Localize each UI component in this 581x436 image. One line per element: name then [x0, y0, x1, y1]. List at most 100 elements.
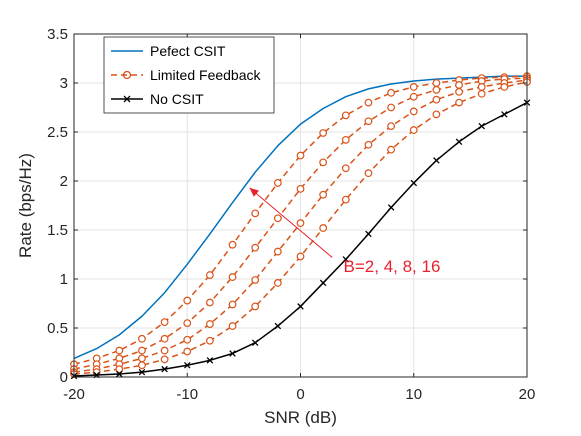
series-limited-feedback-b-8-point: [160, 334, 169, 343]
series-no-csit-point: [365, 230, 372, 238]
series-no-csit-point: [410, 179, 418, 187]
legend-label-no-csit: No CSIT: [150, 91, 204, 107]
series-limited-feedback-b-16-point: [341, 111, 350, 120]
series-no-csit-point: [433, 157, 440, 164]
series-limited-feedback-b-4-point: [409, 107, 418, 116]
series-limited-feedback-b-4-point: [183, 335, 192, 344]
series-limited-feedback-b-2-point: [115, 365, 124, 374]
y-axis-label: Rate (bps/Hz): [16, 153, 35, 258]
series-limited-feedback-b-8-point: [341, 135, 350, 144]
series-no-csit-point: [138, 368, 146, 376]
x-tick-label: 0: [296, 386, 304, 403]
x-tick-label: -10: [176, 386, 198, 403]
legend-label-limited-feedback: Limited Feedback: [150, 67, 262, 83]
series-no-csit-point: [183, 361, 191, 369]
axis-ticks: -20 -10 0 10 20 0 0.5 1 1.5 2 2.5 3 3.5: [47, 26, 535, 403]
series-limited-feedback-b-2-point: [477, 89, 486, 98]
series-limited-feedback-b-4-point: [364, 140, 373, 149]
series-limited-feedback-b-4-point: [319, 190, 328, 199]
series-limited-feedback-b-8-point: [183, 319, 192, 328]
series-limited-feedback-b-8-point: [138, 346, 146, 355]
series-limited-feedback-b-2-point: [319, 224, 328, 232]
series-limited-feedback-b-4-point: [273, 247, 282, 256]
series-no-csit: [70, 99, 531, 380]
series-limited-feedback-b-8-point: [273, 214, 282, 223]
series-limited-feedback-b-8-point: [319, 158, 328, 167]
series-limited-feedback-b-8-point: [251, 243, 260, 252]
series-no-csit-point: [251, 339, 259, 346]
x-axis-label: SNR (dB): [264, 408, 337, 427]
series-limited-feedback-b-2-point: [500, 83, 509, 91]
series-no-csit-point: [229, 350, 236, 357]
series-limited-feedback-b-8-point: [296, 184, 305, 193]
legend-label-perfect-csit: Pefect CSIT: [150, 43, 226, 59]
annotation: B=2, 4, 8, 16: [249, 187, 441, 276]
series-limited-feedback-b-16-point: [387, 88, 396, 97]
series-limited-feedback-b-4-point: [138, 354, 146, 363]
series-limited-feedback-b-16-point: [160, 318, 169, 327]
y-tick-label: 3: [60, 75, 68, 92]
x-tick-label: -20: [63, 386, 85, 403]
y-tick-label: 2.5: [47, 124, 68, 141]
series-limited-feedback-b-4-point: [251, 276, 260, 284]
series-limited-feedback-b-16-point: [228, 240, 237, 249]
series-no-csit-point: [501, 111, 508, 118]
series-pefect-csit-line: [73, 75, 527, 360]
series-no-csit-point: [342, 256, 350, 263]
series-limited-feedback-b-16-point: [432, 79, 441, 87]
y-tick-label: 1: [60, 271, 68, 288]
series-limited-feedback-b-2-point: [364, 169, 373, 178]
legend-marker-limited-feedback: [122, 70, 132, 80]
series-pefect-csit: [73, 75, 527, 360]
y-tick-label: 3.5: [47, 26, 68, 43]
series-limited-feedback-b-16-point: [296, 151, 305, 160]
series-limited-feedback-b-4-point: [296, 219, 305, 228]
series-no-csit-point: [206, 357, 214, 364]
series-limited-feedback-b-16-line: [73, 75, 528, 365]
series-limited-feedback-b-8-point: [432, 85, 441, 94]
series-limited-feedback-b-2-point: [387, 145, 396, 154]
y-tick-label: 1.5: [47, 222, 68, 239]
series-limited-feedback-b-16-point: [251, 209, 260, 218]
series-limited-feedback-b-2-point: [160, 355, 169, 364]
x-tick-label: 10: [405, 386, 422, 403]
annotation-arrow-head: [249, 187, 259, 197]
y-tick-label: 0.5: [47, 320, 68, 337]
series-no-csit-point: [161, 365, 168, 373]
series-limited-feedback-b-16-point: [409, 83, 418, 91]
series-limited-feedback-b-4-point: [228, 300, 237, 309]
series-limited-feedback-b-2-point: [341, 195, 350, 204]
series-no-csit-point: [319, 279, 327, 287]
series-no-csit-point: [478, 122, 485, 130]
series-limited-feedback-b-2-point: [273, 279, 282, 287]
series-limited-feedback-b-8-point: [455, 81, 463, 89]
series-limited-feedback-b-8-point: [387, 103, 396, 112]
series-limited-feedback-b-16-point: [205, 271, 214, 279]
series-limited-feedback-b-4-point: [160, 346, 169, 355]
series-limited-feedback-b-4-point: [341, 164, 350, 173]
series-no-csit-point: [274, 322, 282, 330]
series-limited-feedback-b-2-point: [138, 361, 146, 370]
series-limited-feedback-b-8-point: [228, 273, 237, 281]
series-limited-feedback-b-2-point: [205, 336, 214, 345]
series-limited-feedback-b-2-point: [228, 322, 237, 330]
series-limited-feedback-b-16-point: [115, 346, 124, 355]
series-no-csit-point: [297, 303, 304, 310]
series-limited-feedback-b-4-point: [477, 83, 486, 91]
series-limited-feedback-b-16-point: [319, 129, 328, 137]
series-limited-feedback-b-8-point: [409, 92, 418, 101]
series-no-csit-point: [387, 204, 395, 211]
series-limited-feedback-b-4-point: [205, 320, 214, 328]
legend-marker-no-csit: [123, 95, 131, 103]
series-limited-feedback-b-2-point: [183, 347, 192, 356]
series-limited-feedback-b-2-point: [251, 302, 260, 311]
series-limited-feedback-b-16-point: [364, 98, 373, 107]
series-limited-feedback-b-8-point: [205, 298, 214, 307]
series-limited-feedback-b-16-point: [138, 334, 146, 343]
series-limited-feedback-b-16-point: [273, 179, 282, 187]
annotation-text: B=2, 4, 8, 16: [344, 257, 441, 276]
x-tick-label: 20: [519, 386, 536, 403]
series-limited-feedback-b-2-point: [432, 110, 441, 119]
y-tick-label: 0: [60, 369, 68, 386]
